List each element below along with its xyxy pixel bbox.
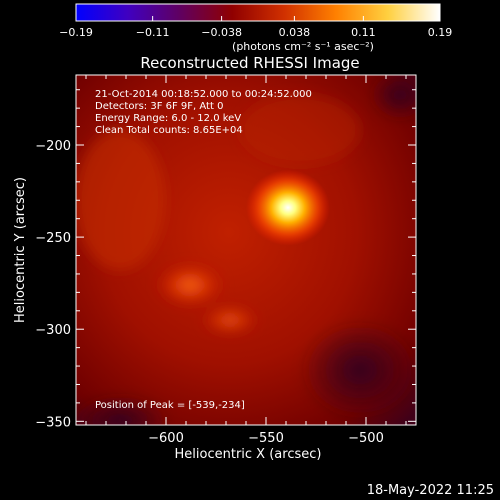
colorbar: −0.19 −0.11 −0.038 0.038 0.11 0.19 (photons c… <box>59 3 452 53</box>
colorbar-strip <box>75 3 441 22</box>
dark-lower-right-region <box>300 320 416 420</box>
y-axis-label: Heliocentric Y (arcsec) <box>13 177 28 323</box>
colorbar-tick-label: −0.038 <box>201 26 242 39</box>
x-tick-label: −550 <box>248 431 284 446</box>
colorbar-tick-label: 0.19 <box>428 26 453 39</box>
peak-position-label: Position of Peak = [-539,-234] <box>95 400 245 411</box>
tertiary-source <box>200 305 260 335</box>
annotation-energy-range: Energy Range: 6.0 - 12.0 keV <box>95 113 241 124</box>
colorbar-units: (photons cm⁻² s⁻¹ asec⁻²) <box>232 40 374 53</box>
annotation-block: 21-Oct-2014 00:18:52.000 to 00:24:52.000… <box>95 89 312 411</box>
chart-title: Reconstructed RHESSI Image <box>140 54 359 72</box>
secondary-source <box>155 263 225 307</box>
y-axis: −200 −250 −300 −350 <box>35 89 416 430</box>
plot-image <box>76 75 416 425</box>
colorbar-tick-label: 0.038 <box>279 26 311 39</box>
upper-arc-structure <box>240 95 360 165</box>
annotation-detectors: Detectors: 3F 6F 9F, Att 0 <box>95 101 223 112</box>
x-tick-label: −500 <box>348 431 384 446</box>
colorbar-ticks: −0.19 −0.11 −0.038 0.038 0.11 0.19 <box>59 16 452 39</box>
footer-timestamp: 18-May-2022 11:25 <box>367 483 494 498</box>
y-tick-label: −200 <box>35 139 71 154</box>
left-arm-structure <box>76 130 165 270</box>
x-axis-label: Heliocentric X (arcsec) <box>175 447 322 462</box>
dark-lower-left-region <box>76 395 170 425</box>
x-tick-label: −600 <box>148 431 184 446</box>
y-tick-label: −350 <box>35 415 71 430</box>
peak-source <box>246 169 330 246</box>
x-axis: −600 −550 −500 <box>85 75 407 446</box>
annotation-clean-counts: Clean Total counts: 8.65E+04 <box>95 125 243 136</box>
y-tick-label: −300 <box>35 323 71 338</box>
colorbar-tick-label: −0.11 <box>136 26 170 39</box>
y-tick-label: −250 <box>35 231 71 246</box>
colorbar-tick-label: −0.19 <box>59 26 93 39</box>
annotation-time-range: 21-Oct-2014 00:18:52.000 to 00:24:52.000 <box>95 89 312 100</box>
dark-upper-right-region <box>370 75 416 120</box>
image-structures <box>76 75 416 425</box>
colorbar-tick-label: 0.11 <box>351 26 376 39</box>
